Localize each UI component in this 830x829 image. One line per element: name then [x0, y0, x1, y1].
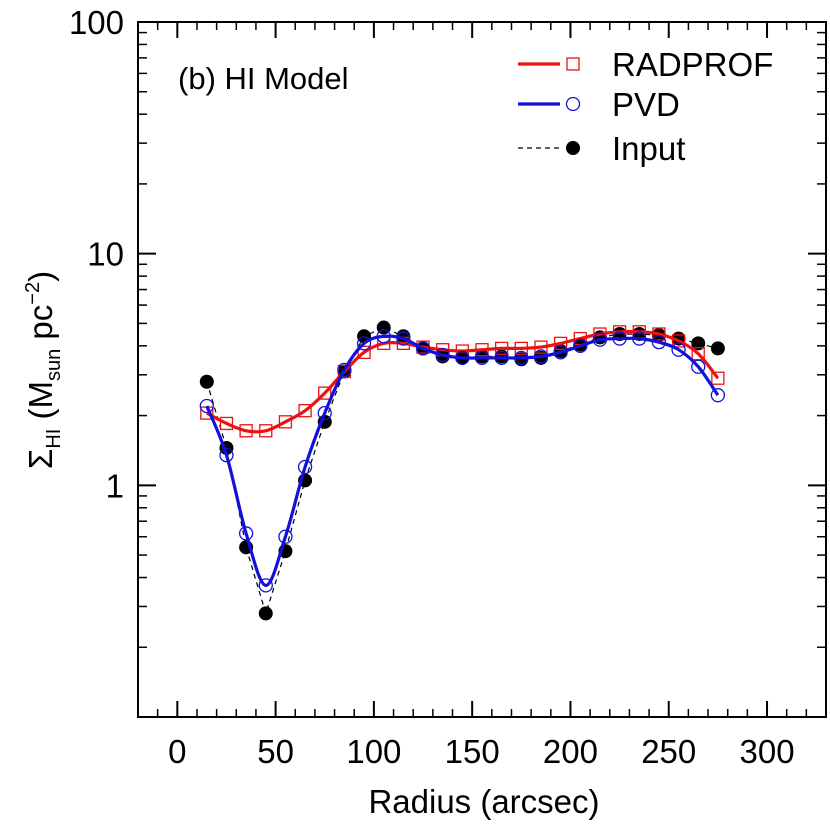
- point-pvd: [671, 342, 686, 357]
- point-pvd: [396, 331, 411, 346]
- point-pvd: [356, 336, 372, 351]
- y-axis-label: ΣHI (Msun pc−2): [22, 271, 65, 469]
- y-tick-label: 1: [106, 467, 124, 504]
- legend-item-pvd: PVD: [518, 86, 680, 123]
- point-pvd: [651, 335, 667, 350]
- y-axis-label-base: Σ: [22, 449, 59, 469]
- y-axis-label-sub2: sun: [43, 349, 65, 381]
- legend-label-input: Input: [612, 130, 685, 167]
- legend-marker-input: [566, 141, 580, 155]
- legend-item-radprof: RADPROF: [518, 46, 773, 83]
- point-pvd: [238, 526, 254, 541]
- series-layer: [199, 320, 726, 621]
- x-tick-label: 100: [346, 733, 401, 770]
- point-pvd: [258, 578, 273, 593]
- point-radprof: [357, 345, 371, 359]
- point-radprof: [514, 341, 528, 356]
- series-radprof: [200, 325, 725, 438]
- point-pvd: [632, 331, 647, 346]
- legend-marker-pvd: [565, 96, 581, 112]
- point-radprof: [475, 343, 489, 357]
- point-pvd: [435, 347, 450, 363]
- point-pvd: [199, 398, 214, 414]
- ticks: 0 50 100 150 200 250 300 1 10 100: [69, 4, 827, 770]
- point-pvd: [592, 332, 608, 347]
- point-pvd: [710, 388, 726, 403]
- point-radprof: [219, 416, 234, 431]
- point-pvd: [573, 338, 588, 354]
- point-radprof: [298, 404, 312, 418]
- point-pvd: [278, 529, 293, 544]
- point-radprof: [711, 371, 725, 385]
- point-radprof: [671, 334, 686, 348]
- plot-frame: [137, 21, 827, 718]
- legend-marker-radprof: [566, 57, 580, 71]
- point-radprof: [553, 336, 568, 351]
- y-tick-label: 10: [87, 236, 124, 273]
- legend-label-pvd: PVD: [612, 86, 680, 123]
- point-input: [258, 606, 273, 621]
- point-pvd: [219, 447, 234, 463]
- x-tick-label: 300: [739, 733, 794, 770]
- legend-item-input: Input: [518, 130, 685, 167]
- y-tick-label: 100: [69, 4, 124, 41]
- x-tick-label: 0: [168, 733, 186, 770]
- series-input: [199, 320, 725, 621]
- series-line-input: [206, 326, 719, 616]
- point-pvd: [337, 362, 352, 378]
- point-pvd: [376, 329, 391, 344]
- point-input: [691, 336, 706, 351]
- series-pvd: [199, 329, 726, 593]
- series-line-radprof: [206, 329, 720, 434]
- x-axis-label: Radius (arcsec): [368, 783, 599, 820]
- point-pvd: [297, 459, 313, 475]
- x-tick-label: 250: [641, 733, 696, 770]
- point-pvd: [553, 345, 568, 360]
- series-line-pvd: [205, 334, 720, 587]
- legend-label-radprof: RADPROF: [612, 46, 773, 83]
- point-radprof: [278, 415, 293, 429]
- point-pvd: [415, 341, 431, 356]
- panel-label: (b) HI Model: [178, 61, 349, 96]
- point-radprof: [495, 341, 509, 356]
- point-radprof: [259, 424, 273, 438]
- x-tick-label: 200: [543, 733, 598, 770]
- point-input: [710, 341, 725, 356]
- point-pvd: [514, 350, 529, 366]
- point-radprof: [239, 424, 253, 438]
- point-pvd: [533, 349, 549, 364]
- y-axis-label-end: ): [22, 271, 59, 282]
- point-pvd: [317, 405, 332, 421]
- point-pvd: [474, 350, 490, 366]
- point-pvd: [455, 350, 470, 366]
- point-pvd: [691, 359, 706, 374]
- point-radprof: [652, 327, 666, 341]
- x-tick-label: 150: [445, 733, 500, 770]
- point-pvd: [612, 331, 627, 346]
- y-axis-label-sup: −2: [22, 282, 44, 305]
- point-input: [199, 374, 214, 389]
- x-tick-label: 50: [257, 733, 294, 770]
- axes: [137, 21, 827, 718]
- y-axis-label-mid2: pc: [22, 305, 59, 349]
- y-axis-label-sub1: HI: [43, 429, 65, 449]
- y-axis-label-mid: (M: [22, 381, 59, 429]
- point-radprof: [534, 340, 548, 354]
- point-pvd: [494, 350, 509, 366]
- point-radprof: [318, 386, 332, 400]
